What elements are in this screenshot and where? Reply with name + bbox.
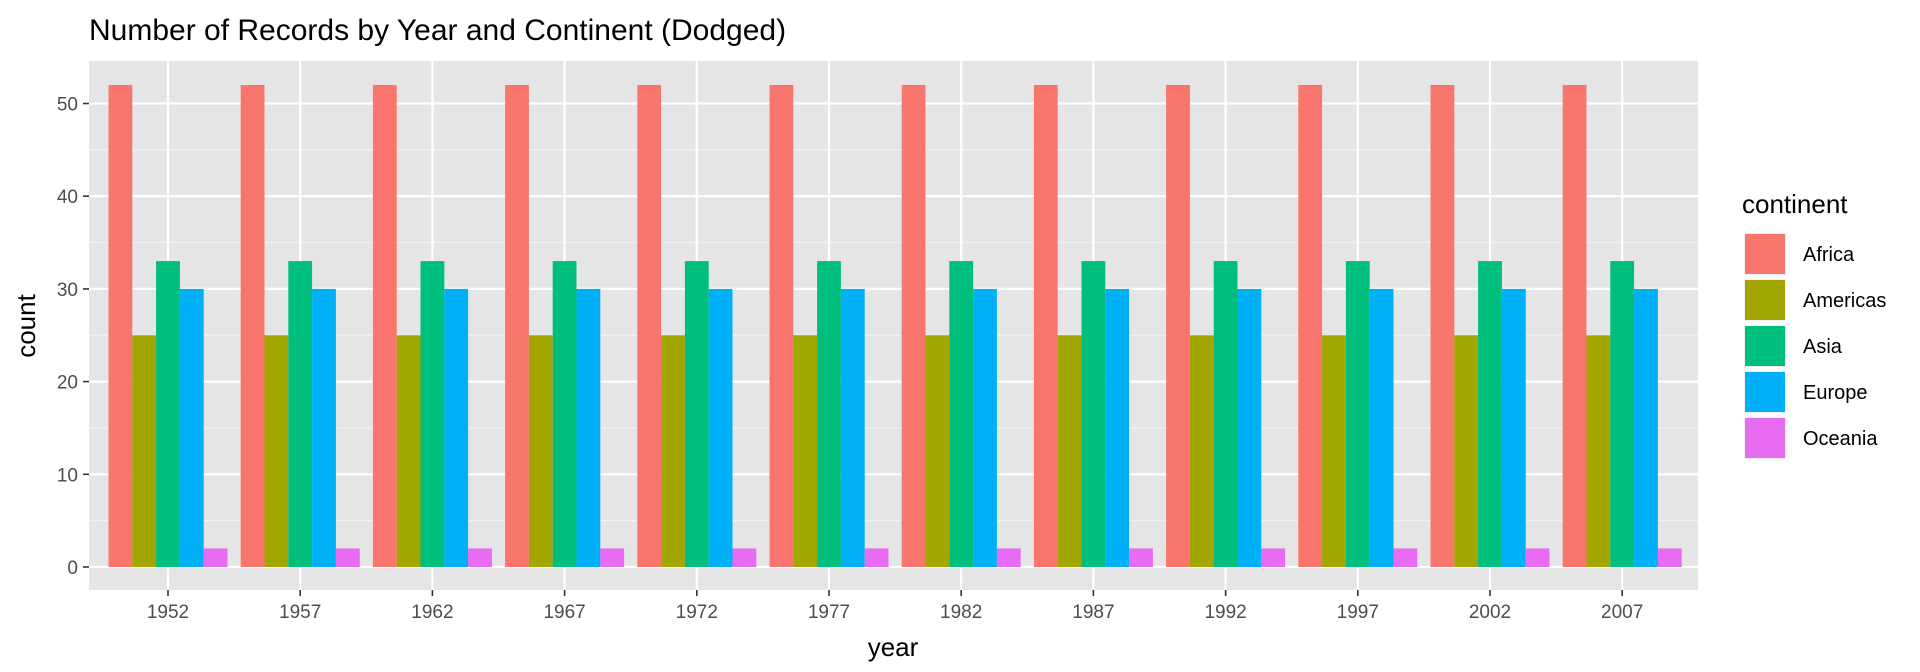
y-tick-label: 40 <box>57 187 78 208</box>
bar-oceania-1977 <box>864 548 889 567</box>
bar-oceania-1962 <box>468 548 492 567</box>
bar-oceania-1992 <box>1261 548 1286 567</box>
bar-asia-1967 <box>552 261 577 567</box>
bar-africa-1967 <box>505 84 529 568</box>
bar-americas-1972 <box>661 335 685 567</box>
bar-americas-2007 <box>1586 335 1611 567</box>
y-tick-label: 50 <box>57 95 78 116</box>
bar-europe-2002 <box>1501 288 1526 567</box>
bar-oceania-1967 <box>600 548 625 567</box>
bar-asia-1952 <box>156 261 180 567</box>
x-tick-label: 1962 <box>411 602 453 623</box>
bar-europe-1982 <box>973 288 997 567</box>
bar-africa-1992 <box>1166 84 1190 568</box>
bar-africa-1977 <box>769 84 794 568</box>
chart-title: Number of Records by Year and Continent … <box>89 14 786 47</box>
legend-label-asia: Asia <box>1803 336 1843 358</box>
legend-swatch-oceania <box>1745 418 1785 458</box>
bar-asia-1997 <box>1345 261 1370 567</box>
x-tick-label: 1987 <box>1072 602 1114 623</box>
x-tick-label: 1952 <box>147 602 189 623</box>
bar-asia-1977 <box>817 261 841 567</box>
bar-asia-1957 <box>288 261 313 567</box>
axis-layer: 0 10 20 30 40 50 1952 1957 1962 1967 1972 1977 1982 1… <box>57 95 1643 624</box>
legend-swatch-americas <box>1745 280 1785 320</box>
bar-asia-1962 <box>420 261 445 567</box>
bar-oceania-1997 <box>1393 548 1418 567</box>
y-tick-label: 20 <box>57 373 78 394</box>
bar-africa-1962 <box>372 84 397 568</box>
bar-africa-1952 <box>108 84 133 568</box>
bar-europe-1977 <box>840 288 865 567</box>
bar-africa-1957 <box>240 84 265 568</box>
x-tick-label: 1957 <box>279 602 321 623</box>
bar-asia-1992 <box>1213 261 1238 567</box>
y-axis-title: count <box>11 293 41 357</box>
bar-americas-1982 <box>925 335 950 567</box>
y-tick-label: 0 <box>67 558 78 579</box>
bar-americas-1957 <box>264 335 289 567</box>
x-tick-label: 1992 <box>1204 602 1246 623</box>
legend-items: Africa Americas Asia Europe Oceania <box>1744 233 1886 459</box>
legend-swatch-asia <box>1745 326 1785 366</box>
bar-oceania-2007 <box>1657 548 1682 567</box>
bar-oceania-2002 <box>1525 548 1550 567</box>
x-tick-label: 1997 <box>1337 602 1379 623</box>
legend-title: continent <box>1742 189 1848 219</box>
y-tick-label: 30 <box>57 280 78 301</box>
bar-asia-1972 <box>684 261 709 567</box>
bar-oceania-1987 <box>1129 548 1153 567</box>
bar-americas-1977 <box>793 335 818 567</box>
x-axis-title: year <box>868 632 919 662</box>
y-tick-label: 10 <box>57 465 78 486</box>
bar-americas-1962 <box>396 335 421 567</box>
bar-americas-1987 <box>1057 335 1082 567</box>
bar-asia-2007 <box>1610 261 1635 567</box>
bar-americas-1952 <box>132 335 157 567</box>
bar-americas-2002 <box>1454 335 1479 567</box>
x-tick-label: 1972 <box>676 602 718 623</box>
bar-europe-2007 <box>1634 288 1658 567</box>
bar-asia-1982 <box>949 261 974 567</box>
bar-europe-1962 <box>444 288 469 567</box>
x-tick-label: 1982 <box>940 602 982 623</box>
bar-africa-2007 <box>1562 84 1587 568</box>
bar-asia-1987 <box>1081 261 1106 567</box>
bar-europe-1987 <box>1105 288 1130 567</box>
bars-layer <box>108 84 1682 568</box>
plot-panel <box>89 61 1698 590</box>
bar-oceania-1972 <box>732 548 757 567</box>
bar-oceania-1982 <box>996 548 1021 567</box>
bar-europe-1992 <box>1237 288 1262 567</box>
legend: continent Africa Americas Asia Europe Oceani… <box>1742 189 1886 459</box>
bar-africa-1997 <box>1298 84 1323 568</box>
bar-europe-1967 <box>576 288 601 567</box>
x-tick-label: 2007 <box>1601 602 1643 623</box>
bar-americas-1967 <box>528 335 553 567</box>
legend-label-europe: Europe <box>1803 382 1868 404</box>
bar-africa-1987 <box>1033 84 1058 568</box>
bar-asia-2002 <box>1478 261 1502 567</box>
legend-label-americas: Americas <box>1803 290 1886 312</box>
bar-americas-1997 <box>1322 335 1346 567</box>
bar-americas-1992 <box>1189 335 1214 567</box>
legend-label-africa: Africa <box>1803 244 1855 266</box>
bar-oceania-1957 <box>335 548 360 567</box>
x-tick-label: 1967 <box>543 602 585 623</box>
bar-africa-1972 <box>637 84 662 568</box>
bar-europe-1997 <box>1369 288 1394 567</box>
legend-swatch-africa <box>1745 234 1785 274</box>
bar-europe-1972 <box>708 288 733 567</box>
bar-africa-2002 <box>1430 84 1455 568</box>
bar-europe-1952 <box>179 288 204 567</box>
bar-oceania-1952 <box>203 548 228 567</box>
bar-europe-1957 <box>312 288 336 567</box>
legend-swatch-europe <box>1745 372 1785 412</box>
legend-label-oceania: Oceania <box>1803 428 1878 450</box>
x-tick-label: 1977 <box>808 602 850 623</box>
x-tick-label: 2002 <box>1469 602 1511 623</box>
bar-africa-1982 <box>901 84 926 568</box>
